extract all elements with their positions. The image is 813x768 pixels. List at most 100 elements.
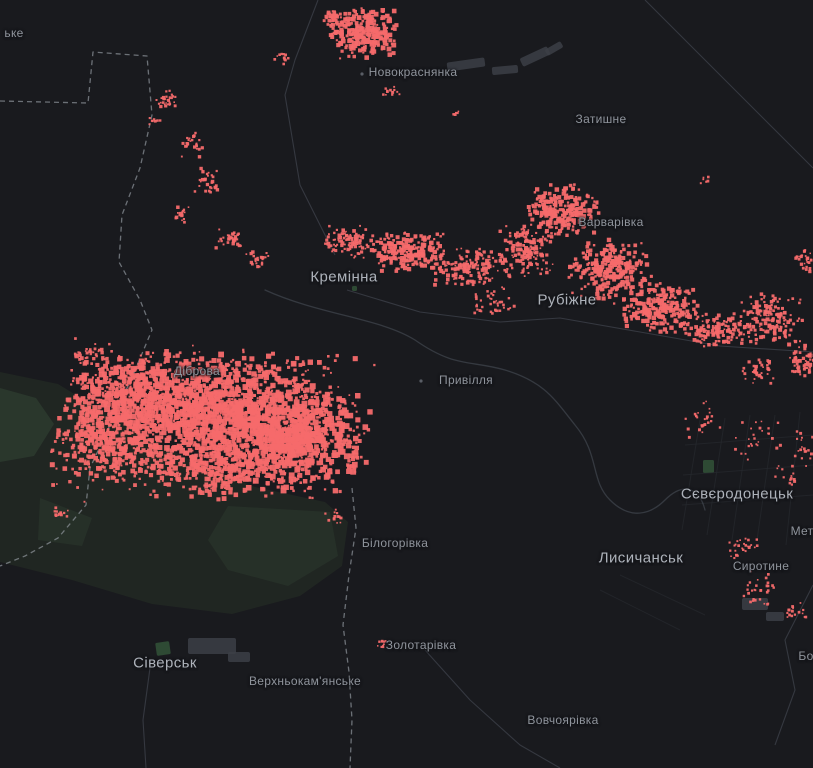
damage-pixel — [201, 428, 208, 435]
damage-pixel — [621, 269, 624, 272]
damage-pixel — [330, 32, 334, 36]
damage-pixel — [152, 377, 157, 381]
damage-pixel — [222, 379, 227, 384]
damage-pixel — [765, 307, 768, 309]
damage-pixel — [300, 446, 303, 449]
damage-pixel — [517, 252, 521, 256]
damage-pixel — [336, 432, 342, 438]
damage-pixel — [224, 413, 228, 417]
damage-pixel — [264, 425, 269, 431]
damage-pixel — [107, 381, 110, 384]
damage-pixel — [766, 373, 769, 375]
damage-pixel — [128, 377, 131, 380]
damage-pixel — [617, 283, 623, 288]
damage-pixel — [128, 387, 132, 391]
damage-pixel — [772, 336, 777, 341]
damage-pixel — [587, 267, 591, 271]
damage-pixel — [143, 379, 147, 384]
damage-pixel — [484, 266, 488, 270]
damage-pixel — [238, 402, 242, 406]
damage-pixel — [542, 194, 546, 198]
damage-pixel — [402, 248, 406, 252]
damage-pixel — [168, 89, 171, 92]
damage-pixel — [673, 296, 677, 299]
damage-pixel — [784, 312, 787, 315]
damage-pixel — [148, 381, 153, 386]
damage-pixel — [341, 228, 345, 232]
damage-pixel — [601, 296, 606, 301]
damage-pixel — [278, 451, 282, 455]
damage-pixel — [288, 415, 293, 421]
damage-pixel — [777, 307, 780, 310]
damage-pixel — [644, 278, 648, 282]
damage-pixel — [99, 430, 103, 434]
damage-cluster — [322, 10, 346, 28]
damage-pixel — [498, 229, 502, 233]
damage-pixel — [702, 334, 705, 338]
damage-pixel — [775, 324, 778, 327]
damage-pixel — [160, 404, 166, 410]
damage-pixel — [338, 443, 344, 449]
damage-pixel — [258, 429, 264, 435]
damage-pixel — [572, 210, 576, 213]
damage-pixel — [263, 422, 267, 426]
damage-pixel — [232, 419, 236, 423]
damage-pixel — [608, 252, 612, 256]
damage-pixel — [90, 410, 95, 415]
damage-pixel — [296, 465, 299, 469]
damage-pixel — [347, 30, 351, 35]
park-layer — [155, 286, 714, 656]
damage-pixel — [176, 414, 181, 419]
damage-pixel — [365, 243, 368, 246]
damage-pixel — [197, 376, 200, 379]
damage-pixel — [546, 200, 551, 204]
damage-pixel — [389, 88, 392, 92]
damage-pixel — [268, 402, 272, 406]
damage-pixel — [420, 242, 425, 247]
damage-pixel — [194, 398, 199, 403]
damage-pixel — [292, 454, 297, 458]
damage-pixel — [302, 413, 307, 418]
damage-pixel — [186, 431, 192, 438]
damage-pixel — [334, 238, 336, 241]
damage-pixel — [405, 251, 409, 254]
damage-pixel — [352, 240, 357, 245]
damage-pixel — [659, 303, 664, 308]
damage-pixel — [283, 380, 287, 384]
damage-pixel — [403, 253, 407, 257]
damage-pixel — [143, 408, 146, 411]
damage-pixel — [471, 283, 475, 287]
damage-pixel — [376, 32, 380, 36]
damage-pixel — [399, 262, 403, 265]
damage-pixel — [304, 469, 311, 476]
damage-pixel — [292, 489, 295, 493]
damage-pixel — [527, 247, 530, 251]
damage-cluster — [787, 339, 813, 378]
damage-pixel — [735, 336, 738, 339]
damage-pixel — [754, 364, 758, 368]
damage-pixel — [640, 309, 644, 314]
damage-pixel — [596, 296, 601, 301]
damage-pixel — [218, 363, 223, 368]
damage-pixel — [701, 314, 704, 317]
damage-pixel — [705, 329, 707, 332]
damage-pixel — [639, 263, 643, 266]
damage-pixel — [670, 300, 675, 305]
damage-pixel — [314, 425, 319, 430]
damage-pixel — [370, 29, 375, 34]
damage-pixel — [421, 249, 426, 254]
damage-pixel — [230, 386, 235, 390]
damage-pixel — [268, 453, 274, 458]
damage-pixel — [320, 406, 325, 411]
damage-pixel — [729, 319, 733, 323]
damage-pixel — [329, 403, 333, 407]
damage-pixel — [72, 409, 77, 414]
damage-pixel — [198, 185, 201, 187]
damage-pixel — [73, 395, 77, 400]
damage-pixel — [619, 255, 622, 258]
damage-pixel — [345, 230, 347, 233]
damage-pixel — [174, 215, 179, 220]
damage-pixel — [493, 300, 496, 304]
damage-pixel — [403, 232, 406, 235]
